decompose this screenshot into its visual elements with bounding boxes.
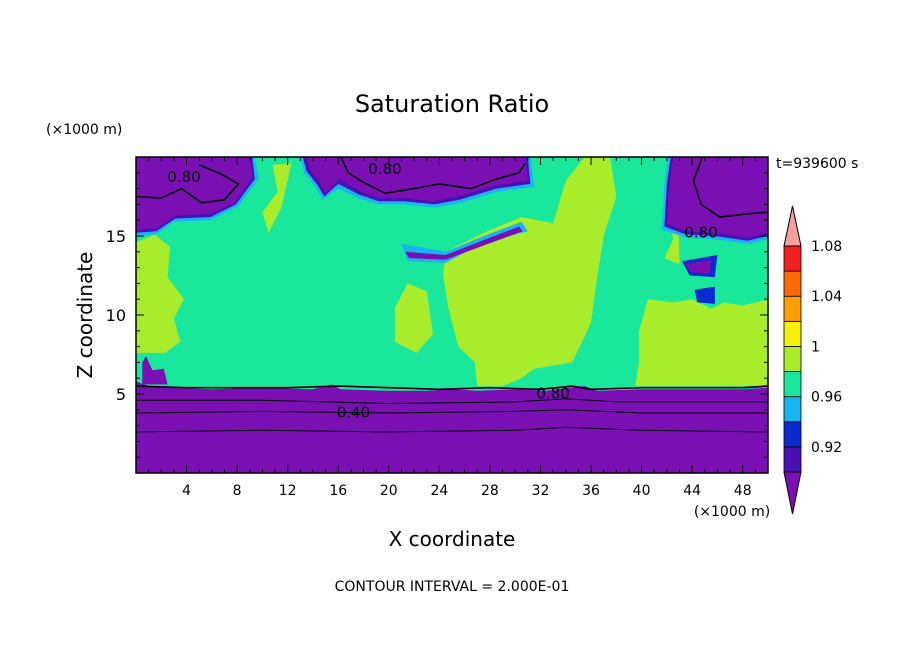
- plot-field: 0.80 0.80 0.80 0.80 0.40: [136, 157, 768, 473]
- region-22: [684, 259, 712, 274]
- region-12: [694, 286, 715, 304]
- x-unit-label: (×1000 m): [694, 504, 770, 520]
- x-axis-ticks: 4 8 12 16 20 24 28 32 36 40 44 48: [148, 157, 756, 499]
- colorbar-band-3: [783, 396, 802, 423]
- colorbar-label: 0.96: [811, 390, 842, 406]
- colorbar-band-4: [783, 371, 802, 398]
- x-tick-label: 28: [481, 483, 499, 499]
- region-3: [395, 283, 433, 353]
- x-tick-label: 4: [182, 483, 191, 499]
- x-tick-label: 36: [582, 483, 600, 499]
- region-18: [666, 157, 768, 238]
- contour-label-1: 0.80: [368, 160, 401, 178]
- chart-title: Saturation Ratio: [355, 90, 549, 118]
- region-4: [443, 157, 617, 387]
- contour-line-6: [136, 426, 768, 433]
- region-6: [664, 160, 680, 265]
- x-tick-label: 40: [633, 483, 651, 499]
- x-tick-label: 44: [683, 483, 701, 499]
- colorbar-arrow-low: [783, 471, 802, 515]
- contour-line-2: [692, 157, 768, 218]
- contour-line-1: [340, 157, 526, 195]
- y-tick-label: 10: [106, 306, 126, 325]
- contour-interval-note: CONTOUR INTERVAL = 2.000E-01: [335, 579, 570, 595]
- y-unit-label: (×1000 m): [46, 122, 122, 138]
- contour-label-4: 0.40: [337, 404, 370, 422]
- contour-labels: 0.80 0.80 0.80 0.80 0.40: [167, 160, 717, 421]
- x-tick-label: 16: [329, 483, 347, 499]
- x-tick-label: 48: [734, 483, 752, 499]
- y-tick-label: 15: [106, 227, 126, 246]
- contour-label-3: 0.80: [536, 385, 569, 403]
- colorbar-label: 1: [811, 339, 820, 355]
- colorbar: [783, 205, 802, 515]
- y-axis-label: Z coordinate: [73, 252, 97, 379]
- colorbar-band-5: [783, 346, 802, 372]
- contour-line-0: [136, 164, 240, 204]
- contour-label-2: 0.80: [684, 223, 717, 241]
- colorbar-band-6: [783, 320, 802, 347]
- colorbar-labels: 0.92 0.96 1 1.04 1.08: [811, 239, 842, 456]
- x-tick-label: 20: [380, 483, 398, 499]
- colorbar-band-1: [783, 446, 802, 473]
- region-21: [405, 226, 523, 260]
- colorbar-label: 1.04: [811, 289, 842, 305]
- region-19: [142, 356, 168, 385]
- colorbar-arrow-high: [783, 205, 802, 247]
- region-20: [136, 381, 768, 473]
- region-5: [635, 299, 768, 387]
- colorbar-band-2: [783, 421, 802, 448]
- colorbar-band-8: [783, 270, 802, 297]
- region-9: [401, 221, 528, 263]
- contour-line-4: [136, 398, 768, 405]
- colorbar-band-9: [783, 245, 802, 272]
- x-tick-label: 12: [279, 483, 297, 499]
- contour-line-5: [136, 409, 768, 414]
- colorbar-label: 1.08: [811, 239, 842, 255]
- y-tick-label: 5: [116, 385, 126, 404]
- region-1: [136, 234, 184, 353]
- colorbar-band-7: [783, 295, 802, 322]
- colorbar-label: 0.92: [811, 440, 842, 456]
- x-tick-label: 24: [430, 483, 448, 499]
- x-axis-label: X coordinate: [389, 527, 516, 551]
- x-tick-label: 8: [233, 483, 242, 499]
- time-label: t=939600 s: [776, 156, 858, 172]
- contour-lines: [136, 157, 768, 433]
- region-17: [306, 157, 528, 202]
- contour-line-3: [136, 385, 768, 391]
- region-2: [262, 163, 292, 233]
- y-axis-ticks: 5 10 15: [106, 172, 768, 458]
- x-tick-label: 32: [532, 483, 550, 499]
- contour-label-0: 0.80: [167, 168, 200, 186]
- filled-contour-regions: [136, 157, 768, 473]
